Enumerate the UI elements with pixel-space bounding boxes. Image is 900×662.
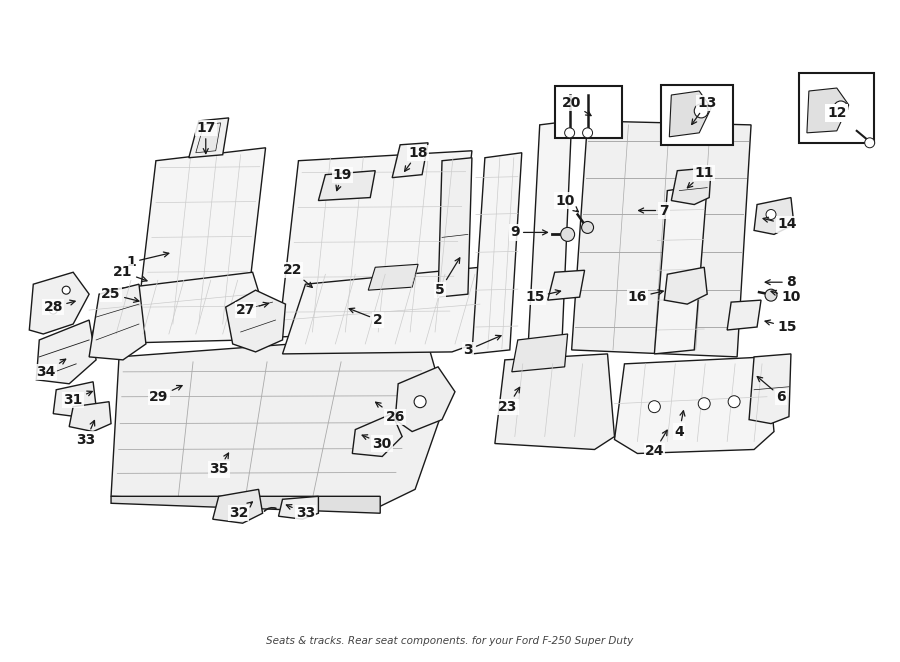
Text: 31: 31 [64,391,93,406]
Polygon shape [670,91,711,137]
Text: 15: 15 [525,290,561,304]
Polygon shape [226,290,285,352]
FancyBboxPatch shape [799,73,874,143]
Text: 5: 5 [436,258,460,297]
Polygon shape [89,284,146,360]
Circle shape [833,101,848,115]
Polygon shape [111,496,380,513]
Circle shape [865,138,875,148]
Polygon shape [754,197,794,234]
Text: 25: 25 [102,287,139,303]
Polygon shape [527,121,572,354]
Polygon shape [472,153,522,354]
FancyBboxPatch shape [662,85,734,145]
Circle shape [698,398,710,410]
Text: 33: 33 [76,420,95,447]
Polygon shape [111,334,445,506]
Polygon shape [572,121,752,357]
FancyBboxPatch shape [554,86,623,138]
Text: 17: 17 [196,121,215,154]
Text: 18: 18 [405,146,428,171]
Polygon shape [671,167,711,205]
Text: 10: 10 [771,290,801,304]
Circle shape [582,128,592,138]
Text: Seats & tracks. Rear seat components. for your Ford F-250 Super Duty: Seats & tracks. Rear seat components. fo… [266,636,634,645]
Text: 26: 26 [375,402,405,424]
Text: 3: 3 [464,336,501,357]
Polygon shape [278,151,472,337]
Polygon shape [438,158,472,297]
Text: 6: 6 [757,377,786,404]
Circle shape [765,289,777,301]
Polygon shape [189,118,229,158]
Text: 9: 9 [510,226,547,240]
Polygon shape [548,270,585,300]
Polygon shape [283,267,502,354]
Circle shape [414,396,426,408]
Polygon shape [368,264,418,290]
Text: 29: 29 [149,385,182,404]
Circle shape [561,228,574,242]
Polygon shape [654,185,707,354]
Text: 33: 33 [286,504,315,520]
Polygon shape [664,267,707,304]
Circle shape [564,128,574,138]
Circle shape [728,396,740,408]
Polygon shape [89,272,268,344]
Text: 4: 4 [674,411,685,439]
Text: 23: 23 [498,387,519,414]
Text: 7: 7 [639,203,669,218]
Text: 15: 15 [765,320,796,334]
Text: 34: 34 [37,359,66,379]
Circle shape [50,306,58,314]
Circle shape [62,286,70,294]
Polygon shape [352,414,402,457]
Text: 21: 21 [113,265,147,281]
Circle shape [694,104,708,118]
Polygon shape [392,143,428,177]
Polygon shape [136,148,266,330]
Circle shape [766,209,776,220]
Polygon shape [278,496,319,519]
Text: 27: 27 [236,303,268,317]
Polygon shape [53,382,96,416]
Text: 13: 13 [692,96,717,124]
Text: 2: 2 [349,308,383,327]
Circle shape [648,401,661,412]
Text: 32: 32 [229,502,252,520]
Text: 19: 19 [333,167,352,191]
Text: 24: 24 [644,430,667,459]
Polygon shape [36,320,96,384]
Polygon shape [807,88,849,133]
Polygon shape [319,171,375,201]
Polygon shape [495,354,615,449]
Text: 28: 28 [43,300,75,314]
Text: 8: 8 [765,275,796,289]
Text: 14: 14 [763,217,796,232]
Text: 12: 12 [827,106,847,120]
Text: 10: 10 [555,193,579,212]
Text: 35: 35 [209,453,229,477]
Polygon shape [727,300,761,330]
Polygon shape [749,354,791,424]
Polygon shape [615,357,774,453]
Polygon shape [196,123,220,153]
Text: 11: 11 [688,166,714,188]
Text: 16: 16 [627,290,663,304]
Polygon shape [395,367,455,432]
Text: 30: 30 [362,435,392,451]
Polygon shape [212,489,263,523]
Polygon shape [512,334,568,372]
Text: 20: 20 [562,96,591,116]
Polygon shape [69,402,111,432]
Text: 22: 22 [283,263,312,287]
Text: 1: 1 [126,252,169,269]
Polygon shape [30,272,89,334]
Circle shape [581,222,594,234]
